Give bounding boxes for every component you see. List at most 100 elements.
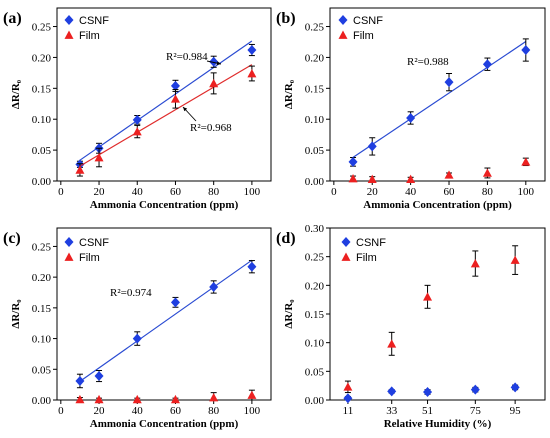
y-tick-label: 0.10: [305, 114, 325, 126]
series-film: [75, 64, 257, 177]
fit-line-csnf: [79, 40, 253, 161]
x-tick-label: 33: [386, 405, 398, 417]
data-point-csnf: [406, 112, 416, 123]
data-point-csnf: [209, 281, 219, 292]
data-point-csnf: [521, 45, 531, 56]
data-point-csnf: [367, 141, 377, 152]
legend-label-csnf: CSNF: [79, 15, 109, 27]
data-point-csnf: [387, 386, 397, 397]
legend-label-film: Film: [356, 252, 377, 264]
y-tick-label: 0.25: [305, 252, 325, 264]
data-point-film: [170, 94, 180, 103]
panel-label: (d): [276, 230, 296, 247]
data-point-film: [367, 174, 377, 183]
data-point-csnf: [247, 45, 257, 56]
x-tick-label: 80: [482, 186, 494, 198]
legend-marker-csnf: [341, 237, 351, 247]
r-squared-annotation-csnf: R²=0.988: [407, 56, 449, 68]
data-point-film: [247, 390, 257, 399]
x-tick-label: 0: [58, 186, 64, 198]
x-axis-label: Ammonia Concentration (ppm): [90, 418, 239, 430]
legend-marker-film: [338, 30, 348, 39]
x-tick-label: 80: [208, 405, 220, 417]
data-point-csnf: [247, 261, 257, 272]
y-tick-label: 0.15: [305, 83, 325, 95]
data-point-film: [387, 339, 397, 348]
y-tick-label: 0.00: [305, 176, 325, 188]
x-tick-label: 0: [331, 186, 337, 198]
series-csnf: [75, 259, 257, 389]
annotation-arrowhead: [183, 107, 188, 112]
plot-frame: [329, 7, 546, 182]
legend-label-film: Film: [79, 30, 100, 42]
chart-panel-b: 0 20 40 60 80 100 0.00 0.05 0.10 0.15 0.20 0.25 Ammo…: [276, 7, 546, 211]
x-tick-label: 60: [170, 186, 182, 198]
y-tick-label: 0.20: [305, 52, 325, 64]
y-tick-label: 0.00: [32, 395, 52, 407]
x-tick-label: 51: [422, 405, 433, 417]
y-tick-label: 0.25: [305, 22, 325, 34]
y-tick-label: 0.30: [305, 223, 325, 235]
data-point-csnf: [209, 56, 219, 67]
legend-marker-film: [64, 30, 74, 39]
chart-panel-a: 0 20 40 60 80 100 0.00 0.05 0.10 0.15 0.20 0.25 Ammo…: [3, 7, 272, 211]
x-tick-label: 80: [208, 186, 220, 198]
y-tick-label: 0.20: [32, 272, 52, 284]
data-point-film: [482, 168, 492, 177]
y-axis-label: ΔR/R₀: [283, 79, 295, 109]
legend-label-csnf: CSNF: [353, 15, 383, 27]
data-point-csnf: [170, 80, 180, 91]
x-tick-label: 40: [132, 405, 144, 417]
y-tick-label: 0.10: [305, 338, 325, 350]
x-tick-label: 60: [170, 405, 182, 417]
data-point-film: [132, 127, 142, 136]
x-tick-label: 20: [367, 186, 379, 198]
data-point-film: [209, 78, 219, 88]
y-tick-label: 0.15: [305, 309, 325, 321]
data-point-film: [470, 259, 480, 268]
data-point-csnf: [132, 333, 142, 344]
data-point-csnf: [132, 114, 142, 125]
x-tick-label: 40: [132, 186, 144, 198]
y-tick-label: 0.25: [32, 22, 52, 34]
data-point-csnf: [444, 77, 454, 88]
fit-line-film: [79, 64, 253, 167]
series-csnf: [343, 382, 520, 404]
panel-label: (c): [3, 230, 21, 247]
legend-marker-film: [64, 252, 74, 261]
y-axis-label: ΔR/R₀: [10, 299, 22, 329]
data-point-csnf: [94, 371, 104, 382]
data-point-film: [343, 382, 353, 391]
x-tick-label: 11: [343, 405, 354, 417]
data-point-csnf: [343, 393, 353, 404]
panel-label: (b): [276, 10, 296, 27]
x-axis-label: Ammonia Concentration (ppm): [90, 199, 239, 211]
y-tick-label: 0.15: [32, 83, 52, 95]
data-point-film: [348, 174, 358, 183]
data-point-film: [94, 153, 104, 162]
data-point-csnf: [482, 59, 492, 70]
data-point-csnf: [423, 386, 433, 397]
legend-marker-csnf: [338, 15, 348, 25]
legend-marker-csnf: [64, 15, 74, 25]
legend-label-csnf: CSNF: [79, 237, 109, 249]
y-tick-label: 0.05: [305, 145, 325, 157]
y-tick-label: 0.10: [32, 334, 52, 346]
series-film: [75, 389, 257, 404]
fit-line-csnf: [352, 41, 527, 158]
x-tick-label: 100: [244, 186, 261, 198]
data-point-csnf: [75, 375, 85, 386]
plot-frame: [56, 227, 272, 401]
y-tick-label: 0.15: [32, 303, 52, 315]
y-tick-label: 0.05: [32, 145, 52, 157]
r-squared-annotation-csnf: R²=0.984: [166, 51, 208, 63]
annotation-arrowhead: [216, 61, 221, 66]
y-axis-label: ΔR/R₀: [283, 299, 295, 329]
data-point-film: [247, 68, 257, 78]
data-point-csnf: [470, 384, 480, 395]
legend-label-film: Film: [353, 30, 374, 42]
x-tick-label: 95: [510, 405, 522, 417]
series-film: [348, 157, 531, 183]
data-point-film: [510, 255, 520, 264]
x-axis-label: Ammonia Concentration (ppm): [363, 199, 512, 211]
